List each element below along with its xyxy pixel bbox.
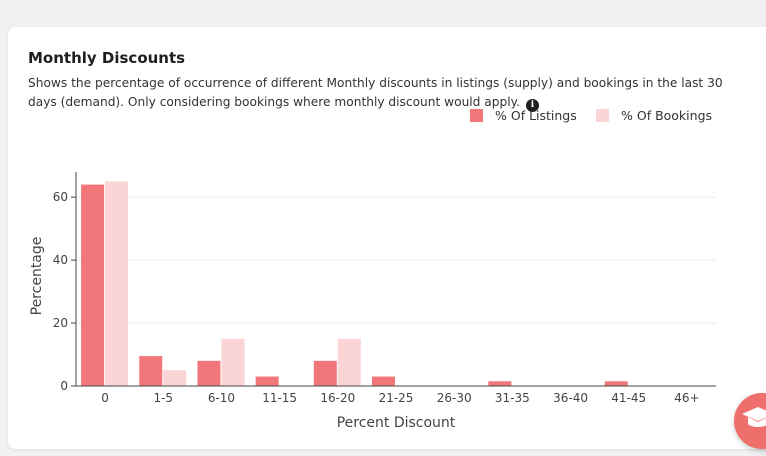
- bar-listings: [604, 381, 628, 386]
- x-tick-label: 0: [101, 391, 109, 405]
- bar-listings: [197, 360, 221, 386]
- legend-item-bookings[interactable]: % Of Bookings: [596, 108, 712, 123]
- x-tick-label: 46+: [674, 391, 699, 405]
- x-tick-label: 11-15: [262, 391, 297, 405]
- legend-swatch-bookings: [596, 109, 609, 122]
- card-description: Shows the percentage of occurrence of di…: [28, 74, 733, 112]
- description-text: Shows the percentage of occurrence of di…: [28, 76, 723, 109]
- bar-listings: [372, 376, 395, 386]
- x-tick-label: 6-10: [208, 391, 235, 405]
- legend-label-bookings: % Of Bookings: [621, 108, 713, 123]
- x-tick-label: 26-30: [437, 391, 472, 405]
- bar-listings: [313, 360, 337, 386]
- info-icon[interactable]: i: [525, 99, 539, 112]
- bar-listings: [488, 381, 512, 386]
- bar-bookings: [163, 370, 187, 386]
- bar-bookings: [105, 181, 129, 386]
- legend-item-listings[interactable]: % Of Listings: [470, 108, 577, 123]
- x-tick-label: 16-20: [320, 391, 355, 405]
- card-title: Monthly Discounts: [28, 49, 186, 67]
- bar-listings: [81, 184, 105, 386]
- x-tick-label: 1-5: [153, 391, 173, 405]
- x-axis-title: Percent Discount: [337, 415, 456, 431]
- x-tick-label: 21-25: [379, 391, 414, 405]
- graduation-cap-icon: [742, 407, 766, 427]
- y-tick-label: 20: [53, 316, 68, 330]
- bar-bookings: [221, 338, 245, 386]
- bar-bookings: [337, 338, 361, 386]
- y-axis-title: Percentage: [29, 237, 45, 316]
- y-tick-label: 40: [53, 253, 68, 267]
- bar-listings: [255, 376, 279, 386]
- legend-label-listings: % Of Listings: [495, 108, 577, 123]
- legend-swatch-listings: [470, 109, 483, 122]
- x-tick-label: 31-35: [495, 391, 530, 405]
- y-tick-label: 60: [53, 190, 68, 204]
- x-tick-label: 41-45: [611, 391, 646, 405]
- bar-listings: [139, 356, 163, 386]
- x-tick-label: 36-40: [553, 391, 588, 405]
- y-tick-label: 0: [60, 379, 68, 393]
